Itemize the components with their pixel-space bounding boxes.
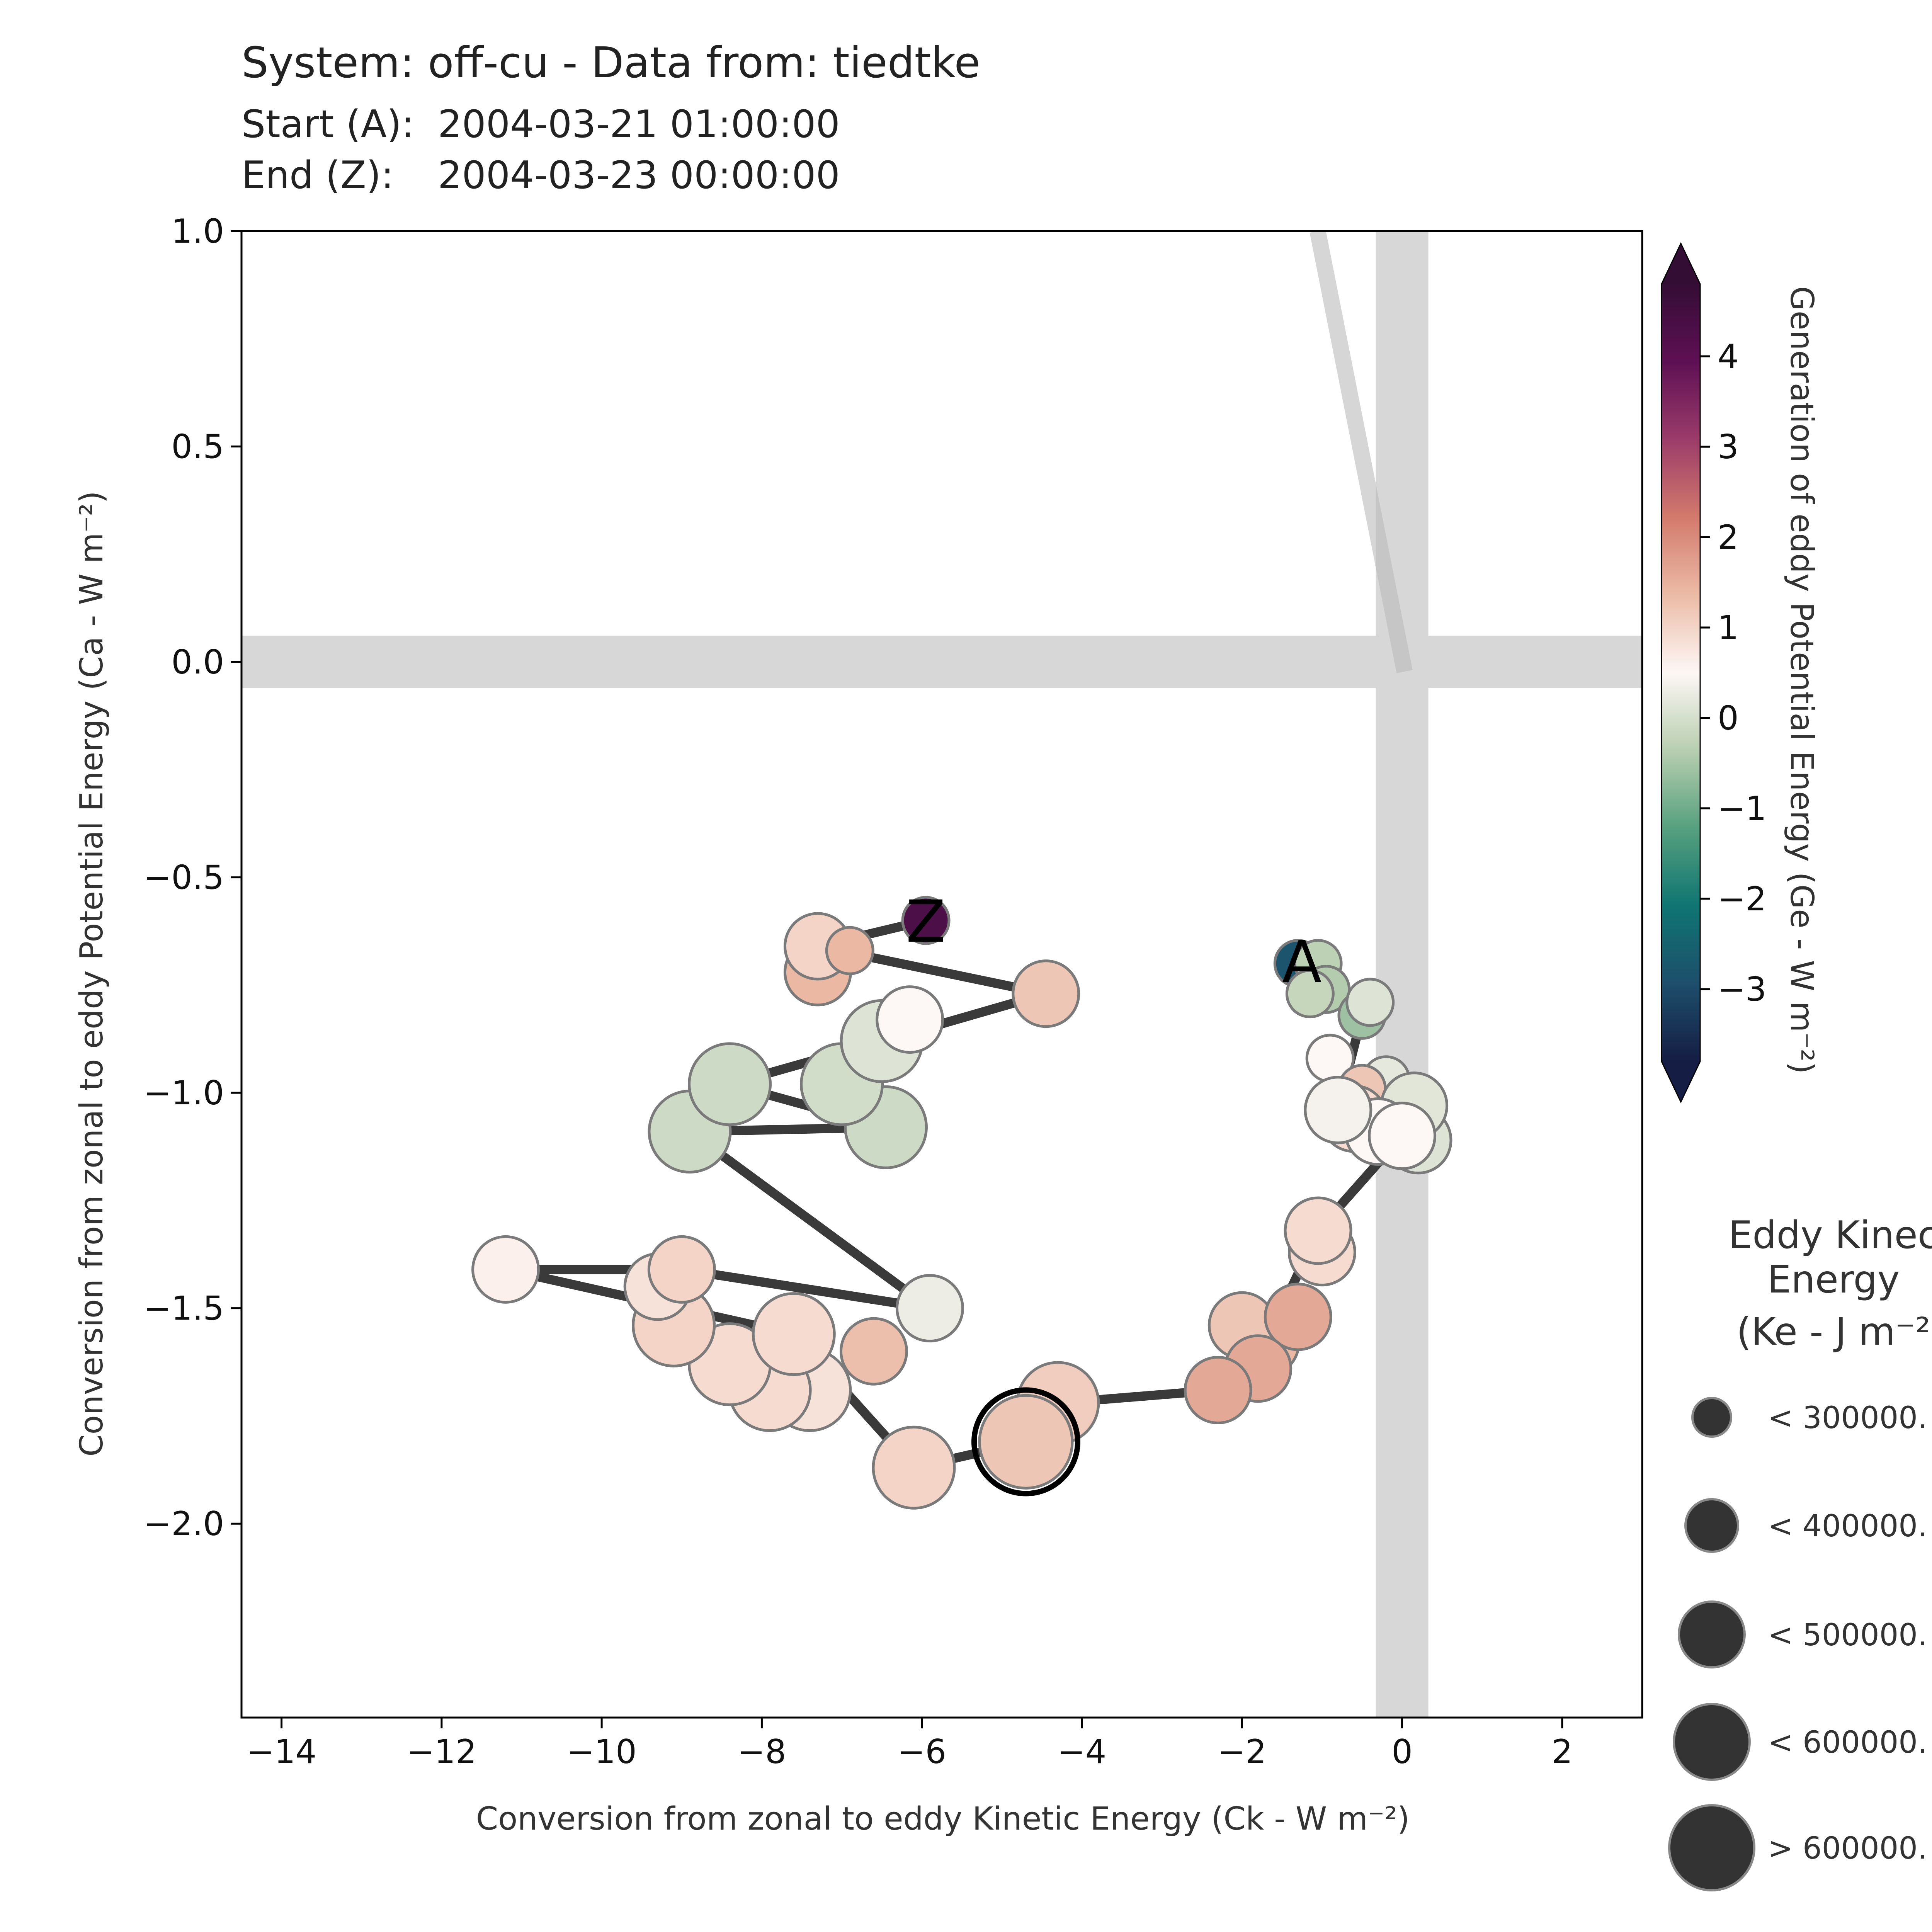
data-point [876,985,944,1054]
colorbar-gradient [1662,284,1700,1061]
colorbar-tick-label: 0 [1718,699,1739,738]
colorbar-tick-label: 4 [1718,337,1739,376]
colorbar-tick-label: 3 [1718,428,1739,466]
size-legend-label: < 600000. [1768,1725,1927,1760]
y-tick-label: −1.5 [143,1289,224,1328]
chart-title: System: off-cu - Data from: tiedtke [242,38,980,87]
size-legend-marker [1678,1600,1746,1668]
data-point [1284,1196,1352,1265]
colorbar: 4 3 2 1 0 −1 −2 −3 [1661,242,1767,1104]
x-tick-label: −12 [406,1733,477,1771]
data-point [825,926,874,975]
x-tick-label: −2 [1218,1733,1267,1771]
size-legend-marker [1684,1498,1739,1553]
colorbar-extend-bottom [1662,1061,1700,1102]
trajectory-arrow [681,1265,931,1313]
zero-ca-band [242,636,1642,689]
data-point [1345,978,1395,1027]
y-axis: 1.0 0.5 0.0 −0.5 −1.0 −1.5 −2.0 [143,212,242,1543]
data-point [471,1235,540,1304]
highlight-ring [971,1387,1080,1497]
diagonal-reference-line [1310,231,1413,673]
size-legend-label: > 600000. [1768,1831,1927,1866]
start-label: Start (A): [242,102,414,146]
x-tick-label: −6 [897,1733,946,1771]
x-tick-label: 0 [1391,1733,1413,1771]
x-tick-label: 2 [1551,1733,1573,1771]
size-legend-marker [1673,1703,1751,1781]
data-point [1368,1102,1437,1170]
data-point [1264,1282,1332,1351]
x-tick-label: −8 [737,1733,786,1771]
data-point [901,896,951,945]
size-legend-title: Eddy Kinec [1728,1213,1932,1257]
colorbar-tick-label: −1 [1718,789,1767,828]
end-value: 2004-03-23 00:00:00 [438,153,840,197]
data-point [839,1317,908,1386]
y-tick-label: −0.5 [143,859,224,897]
y-tick-label: 0.5 [171,428,224,466]
y-tick-label: 1.0 [171,212,224,251]
colorbar-outline [1661,242,1701,1104]
x-tick-label: −10 [566,1733,637,1771]
data-point [752,1292,836,1376]
y-tick-label: 0.0 [171,643,224,682]
data-point [688,1042,772,1126]
size-legend-label: < 300000. [1768,1401,1927,1435]
data-point [1012,959,1080,1028]
x-tick-label: −14 [247,1733,317,1771]
data-point [872,1425,956,1510]
size-legend-marker [1691,1397,1732,1438]
y-tick-label: −2.0 [143,1505,224,1543]
colorbar-tick-label: −3 [1718,970,1767,1009]
colorbar-label: Generation of eddy Potential Energy (Ge … [1783,286,1820,1074]
data-point [978,1394,1074,1490]
data-point [647,1235,716,1304]
x-axis: −14 −12 −10 −8 −6 −4 −2 0 2 [247,1718,1573,1771]
y-tick-label: −1.0 [143,1074,224,1112]
colorbar-tick-label: 2 [1718,518,1739,557]
size-legend-marker [1668,1804,1755,1891]
zero-ck-band [1376,231,1429,1718]
start-value: 2004-03-21 01:00:00 [438,102,840,146]
plot-area: AZ [242,231,1642,1718]
colorbar-tick-label: 1 [1718,609,1739,647]
size-legend-label: < 400000. [1768,1509,1927,1544]
x-tick-label: −4 [1058,1733,1107,1771]
end-marker-label: Z [906,888,946,956]
colorbar-tick-label: −2 [1718,880,1767,918]
size-legend-title: (Ke - J m⁻² [1736,1310,1930,1354]
data-point [895,1274,964,1343]
end-label: End (Z): [242,153,394,197]
data-point [1304,1076,1372,1145]
data-point [1184,1356,1252,1425]
data-point [1285,969,1335,1019]
y-axis-label: Conversion from zonal to eddy Potential … [73,491,110,1456]
x-axis-label: Conversion from zonal to eddy Kinetic En… [476,1801,1410,1837]
size-legend-label: < 500000. [1768,1618,1927,1653]
plot-frame [240,230,1643,1719]
start-marker-label: A [1282,929,1322,996]
trajectory-arrow [687,1128,933,1312]
colorbar-extend-top [1662,243,1700,284]
size-legend-title: Energy [1767,1258,1900,1302]
